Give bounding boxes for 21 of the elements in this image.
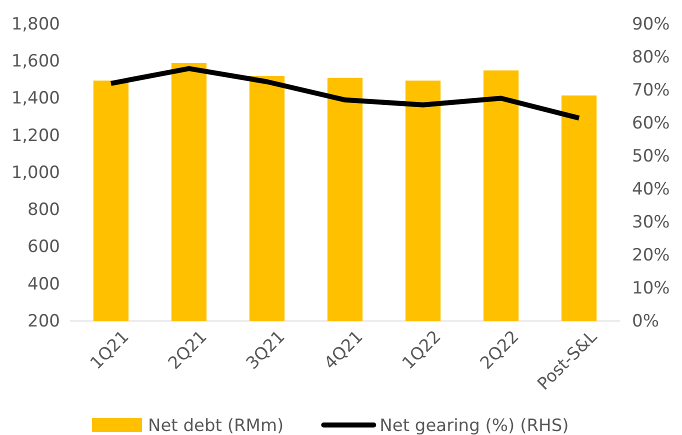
y2-tick-label: 0% [632, 311, 659, 332]
y2-tick-label: 30% [632, 212, 670, 232]
y2-tick-label: 90% [632, 14, 670, 34]
y-tick-label: 400 [28, 274, 60, 294]
y2-tick-label: 40% [632, 179, 670, 200]
y-tick-label: 1,800 [11, 14, 60, 34]
y2-tick-label: 60% [632, 113, 670, 134]
y-tick-label: 200 [28, 311, 60, 332]
y2-tick-label: 10% [632, 278, 670, 298]
legend-label: Net gearing (%) (RHS) [380, 416, 569, 435]
y2-tick-label: 20% [632, 245, 670, 266]
y-tick-label: 1,400 [11, 88, 60, 109]
legend-label: Net debt (RMm) [148, 416, 284, 435]
y2-tick-label: 70% [632, 80, 670, 100]
y-tick-label: 600 [28, 237, 60, 258]
y-tick-label: 1,000 [11, 162, 60, 183]
y-tick-label: 1,200 [11, 126, 60, 146]
y-tick-label: 1,600 [11, 52, 60, 72]
y-tick-label: 800 [28, 200, 60, 220]
y2-tick-label: 50% [632, 146, 670, 166]
y2-tick-label: 80% [632, 47, 670, 68]
